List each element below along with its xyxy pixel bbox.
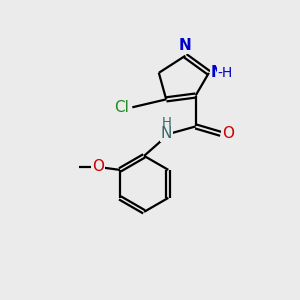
Text: H: H: [161, 116, 171, 129]
Text: O: O: [92, 159, 104, 174]
Text: N: N: [160, 126, 172, 141]
Text: O: O: [222, 126, 234, 141]
Text: N: N: [179, 38, 192, 53]
Text: -H: -H: [218, 66, 233, 80]
Text: N: N: [210, 65, 223, 80]
Text: Cl: Cl: [115, 100, 129, 115]
